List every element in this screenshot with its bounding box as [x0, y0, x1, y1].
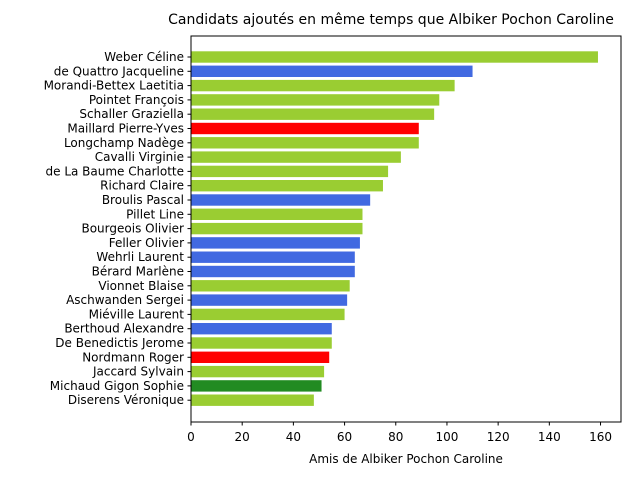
x-ticks-group: 0 20 40 60 80 100 120 140 160 [187, 422, 612, 444]
category-label: Bourgeois Olivier [81, 222, 184, 236]
category-label: Wehrli Laurent [96, 250, 184, 264]
bar [191, 222, 363, 235]
bar [191, 380, 322, 392]
plot-frame [190, 35, 622, 423]
bar [191, 337, 332, 349]
category-label: Longchamp Nadège [64, 136, 184, 150]
category-label: Jaccard Sylvain [92, 365, 184, 379]
bar [191, 208, 363, 220]
bar [191, 180, 383, 192]
category-label: Diserens Véronique [68, 393, 184, 407]
category-label: Michaud Gigon Sophie [50, 379, 184, 393]
category-label: Berthoud Alexandre [64, 322, 184, 336]
x-tick-label: 120 [487, 430, 510, 444]
category-label: Bérard Marlène [92, 265, 184, 279]
category-label: Broulis Pascal [102, 193, 184, 207]
bar [191, 265, 355, 278]
bars-group [191, 51, 598, 406]
category-label: Weber Céline [104, 50, 184, 64]
category-label: de La Baume Charlotte [46, 164, 185, 178]
bar [191, 308, 345, 321]
x-tick-label: 140 [538, 430, 561, 444]
bar [191, 194, 371, 206]
x-tick-label: 160 [589, 430, 612, 444]
bar [191, 237, 360, 249]
category-label: Aschwanden Sergei [66, 293, 184, 307]
bar [191, 79, 455, 92]
chart-title: Candidats ajoutés en même temps que Albi… [168, 12, 614, 28]
bar [191, 394, 314, 406]
bar [191, 323, 332, 335]
x-tick-label: 100 [435, 430, 458, 444]
bar [191, 351, 330, 363]
category-label: Maillard Pierre-Yves [67, 122, 184, 136]
bar [191, 65, 473, 77]
bar [191, 251, 355, 263]
x-tick-label: 20 [235, 430, 250, 444]
category-label: Pointet François [89, 93, 184, 107]
category-label: Miéville Laurent [89, 307, 185, 321]
bar [191, 94, 440, 106]
category-label: Schaller Graziella [79, 107, 184, 121]
category-label: Nordmann Roger [82, 350, 184, 364]
category-label: Vionnet Blaise [98, 279, 184, 293]
category-label: Morandi-Bettex Laetitia [44, 79, 184, 93]
category-label: Richard Claire [100, 179, 184, 193]
category-label: Feller Olivier [109, 236, 184, 250]
x-tick-label: 60 [337, 430, 352, 444]
bar [191, 151, 401, 163]
x-tick-label: 0 [187, 430, 195, 444]
x-axis-label: Amis de Albiker Pochon Caroline [309, 452, 503, 466]
category-label: de Quattro Jacqueline [54, 64, 184, 78]
bar [191, 365, 325, 378]
x-tick-label: 80 [388, 430, 403, 444]
bar [191, 122, 419, 135]
bar [191, 165, 389, 178]
category-label: De Benedictis Jerome [55, 336, 184, 350]
bar [191, 108, 435, 120]
bar [191, 280, 350, 292]
x-tick-label: 40 [286, 430, 301, 444]
bar [191, 294, 348, 306]
bar [191, 137, 419, 149]
bar [191, 51, 598, 63]
category-label: Pillet Line [126, 207, 184, 221]
category-label: Cavalli Virginie [95, 150, 184, 164]
